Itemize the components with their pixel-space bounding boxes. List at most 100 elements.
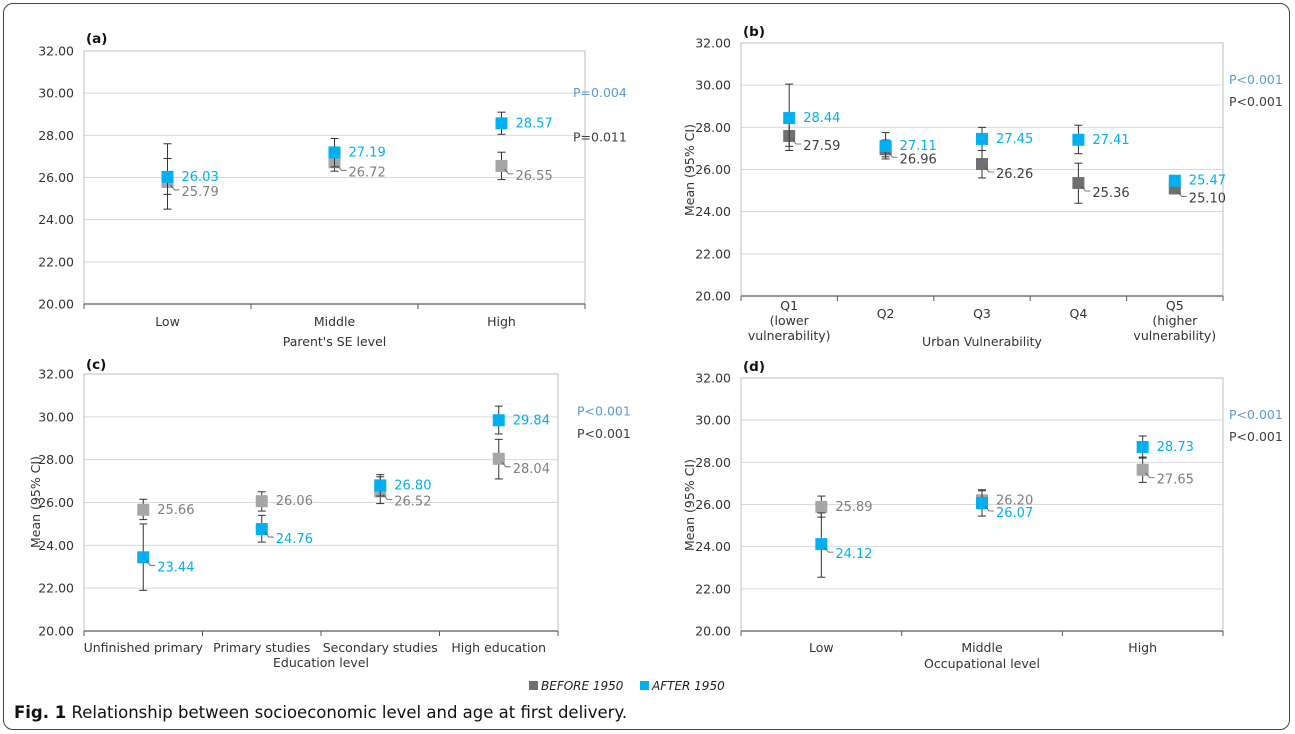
data-label-after: 25.47 [1189, 174, 1226, 189]
marker-before [137, 503, 150, 516]
data-label-after: 26.03 [182, 170, 219, 185]
data-label-after: 23.44 [157, 560, 194, 575]
y-axis-title: Mean (95% CI) [682, 459, 697, 551]
x-tick-label: Low [155, 314, 180, 329]
y-tick-label: 30.00 [38, 86, 74, 101]
y-tick-label: 24.00 [695, 539, 731, 554]
marker-after [492, 414, 505, 427]
caption-text: Relationship between socioeconomic level… [66, 703, 628, 722]
leader-line [382, 494, 393, 500]
x-tick-label: High education [451, 640, 546, 655]
p-value-after: P<0.001 [1229, 72, 1283, 87]
marker-before [255, 495, 268, 508]
leader-line [984, 166, 994, 173]
data-label-before: 26.52 [394, 494, 431, 509]
leader-line [984, 505, 994, 512]
marker-after [495, 117, 508, 130]
y-tick-label: 22.00 [695, 246, 731, 261]
leader-line [888, 152, 898, 158]
data-label-after: 29.84 [513, 413, 550, 428]
data-label-before: 25.89 [835, 500, 872, 515]
y-tick-label: 26.00 [695, 162, 731, 177]
data-label-before: 26.06 [276, 494, 313, 509]
y-tick-label: 26.00 [38, 495, 74, 510]
data-label-before: 25.66 [157, 503, 194, 518]
y-tick-label: 26.00 [38, 170, 74, 185]
leader-line [501, 461, 511, 468]
y-tick-label: 32.00 [38, 44, 74, 59]
legend-swatch-after [640, 681, 649, 690]
x-axis-title: Occupational level [924, 656, 1040, 671]
panel-label: (a) [86, 31, 107, 47]
x-tick-label: Middle [961, 640, 1003, 655]
x-axis-title: Parent's SE level [283, 334, 386, 349]
y-tick-label: 24.00 [38, 538, 74, 553]
y-tick-label: 30.00 [695, 413, 731, 428]
marker-before [815, 500, 828, 513]
y-tick-label: 24.00 [695, 204, 731, 219]
panel-label: (b) [743, 24, 765, 40]
marker-after [161, 170, 174, 183]
x-tick-label: Q3 [973, 306, 991, 321]
marker-after [374, 479, 387, 492]
y-tick-label: 28.00 [38, 452, 74, 467]
y-tick-label: 22.00 [695, 581, 731, 596]
y-tick-label: 26.00 [695, 497, 731, 512]
leader-line [1081, 185, 1091, 192]
p-value-after: P<0.001 [577, 403, 631, 418]
data-label-after: 28.44 [803, 111, 840, 126]
p-value-before: P<0.001 [577, 426, 631, 441]
p-value-before: P<0.001 [1229, 94, 1283, 109]
data-label-after: 28.73 [1157, 440, 1194, 455]
figure-caption: Fig. 1 Relationship between socioeconomi… [14, 703, 627, 722]
x-axis-title: Education level [273, 655, 369, 670]
leader-line [791, 138, 802, 145]
legend: BEFORE 1950 AFTER 1950 [529, 679, 725, 693]
leader-line [337, 165, 347, 171]
x-tick-label: Q2 [877, 306, 895, 321]
leader-line [170, 184, 180, 191]
chart-panel-a: 20.00 22.00 24.00 26.00 28.00 30.00 32.00 Low Mi… [38, 31, 627, 349]
y-tick-label: 20.00 [695, 289, 731, 304]
x-tick-label: vulnerability) [748, 328, 831, 343]
data-label-before: 27.65 [1157, 473, 1194, 488]
data-label-before: 27.59 [803, 139, 840, 154]
y-tick-label: 20.00 [695, 624, 731, 639]
y-tick-label: 30.00 [38, 409, 74, 424]
marker-after [1072, 133, 1085, 146]
x-tick-label: Q4 [1070, 306, 1088, 321]
legend-label-before: BEFORE 1950 [541, 679, 624, 693]
chart-panel-d: 20.00 22.00 24.00 26.00 28.00 30.00 32.00 Low Mi… [682, 359, 1283, 671]
panel-label: (c) [86, 357, 106, 373]
y-tick-label: 24.00 [38, 212, 74, 227]
data-label-before: 26.20 [996, 493, 1033, 508]
legend-label-after: AFTER 1950 [651, 679, 725, 693]
x-tick-label: Q5 [1166, 298, 1184, 313]
data-label-before: 25.10 [1189, 191, 1226, 206]
leader-line [504, 168, 514, 175]
y-tick-label: 32.00 [695, 36, 731, 51]
y-tick-label: 30.00 [695, 78, 731, 93]
x-tick-label: Middle [314, 314, 356, 329]
leader-line [145, 560, 156, 566]
y-tick-label: 22.00 [38, 254, 74, 269]
data-label-after: 28.57 [516, 116, 553, 131]
data-label-after: 27.45 [996, 132, 1033, 147]
p-value-before: P<0.001 [1229, 429, 1283, 444]
x-tick-label: Primary studies [213, 640, 310, 655]
y-tick-label: 20.00 [38, 624, 74, 639]
data-label-before: 26.26 [996, 167, 1033, 182]
marker-after [783, 112, 796, 125]
leader-line [824, 546, 834, 553]
x-tick-label: (lower [770, 313, 810, 328]
caption-label: Fig. 1 [14, 703, 67, 722]
x-tick-label: Secondary studies [323, 640, 438, 655]
x-tick-label: Low [809, 640, 834, 655]
y-tick-label: 28.00 [695, 455, 731, 470]
marker-after [1136, 440, 1149, 453]
data-label-before: 26.96 [900, 152, 937, 167]
y-tick-label: 28.00 [695, 120, 731, 135]
data-label-after: 26.07 [996, 506, 1033, 521]
data-label-after: 24.76 [276, 532, 313, 547]
